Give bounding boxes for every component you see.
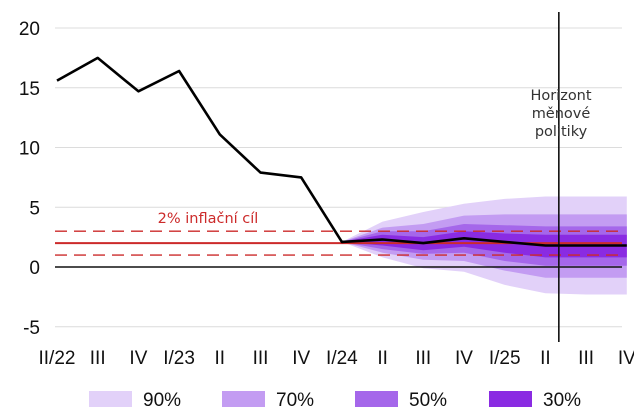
x-tick-label: IV [129,348,147,369]
legend: 90% 70% 50% 30% [89,390,581,411]
legend-label: 90% [143,390,181,411]
inflation-target-label: 2% inflační cíl [158,211,259,227]
legend-swatch-50 [355,391,398,407]
horizon-label: politiky [535,124,588,140]
legend-label: 70% [276,390,314,411]
x-tick-label: I/23 [163,348,195,369]
x-tick-label: I/24 [326,348,358,369]
reference-lines: 2% inflační cíl Horizont měnové politiky [55,12,622,342]
x-tick-label: II [377,348,388,369]
horizon-label: Horizont [530,88,591,104]
y-tick-label: -5 [23,318,40,339]
x-tick-label: III [415,348,431,369]
series-lines [56,56,627,247]
x-tick-label: II/22 [39,348,76,369]
x-tick-label: IV [292,348,310,369]
x-tick-label: IV [618,348,634,369]
x-tick-label: II [215,348,226,369]
fan-band-30 [341,231,627,258]
x-tick-label: II [540,348,551,369]
legend-swatch-90 [89,391,132,407]
legend-swatch-70 [222,391,265,407]
horizon-label: měnové [532,106,591,122]
legend-label: 50% [409,390,447,411]
y-tick-label: 15 [19,79,40,100]
legend-swatch-30 [489,391,532,407]
x-tick-label: III [90,348,106,369]
x-tick-label: III [578,348,594,369]
y-tick-label: 10 [19,139,40,160]
x-tick-label: III [253,348,269,369]
y-tick-label: 20 [19,19,40,40]
x-tick-label: IV [455,348,473,369]
y-tick-label: 5 [29,198,40,219]
x-tick-label: I/25 [489,348,521,369]
y-tick-label: 0 [29,258,40,279]
legend-label: 30% [543,390,581,411]
